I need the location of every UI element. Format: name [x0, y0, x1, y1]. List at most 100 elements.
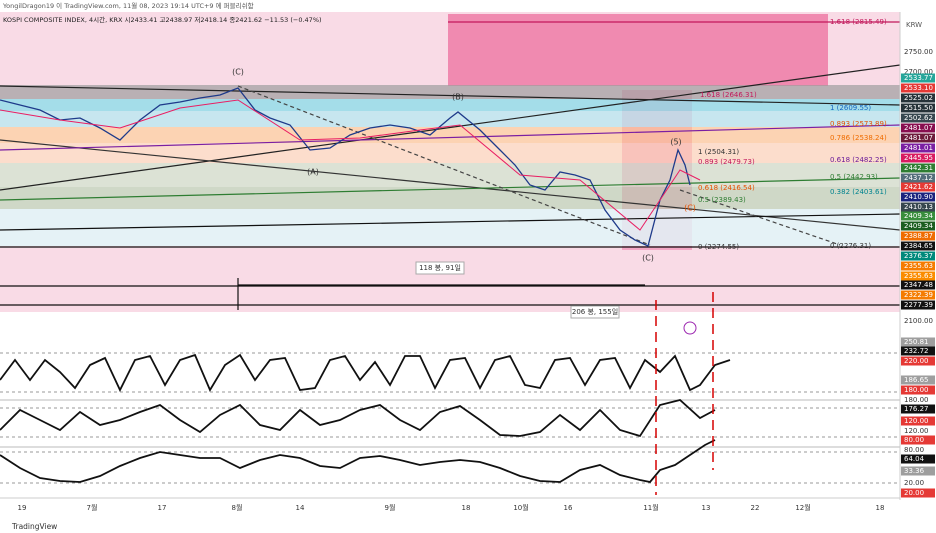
- osc-axis-label: 180.00: [904, 396, 929, 404]
- osc-axis-label: 176.27: [904, 405, 929, 413]
- band: [0, 127, 900, 143]
- currency: KRW: [906, 21, 922, 29]
- price-axis-badge: [901, 300, 935, 310]
- price-axis-label: 2409.34: [904, 212, 933, 220]
- time-tick-label: 14: [296, 504, 305, 512]
- price-axis-label: 2442.31: [904, 164, 933, 172]
- price-axis-label: 2515.50: [904, 104, 933, 112]
- range-box: [415, 261, 465, 275]
- wave-label: (C): [642, 254, 654, 263]
- fib-label: 0 (2276.31): [830, 242, 871, 250]
- osc-axis-label: 220.00: [904, 357, 929, 365]
- time-tick-label: 7월: [87, 503, 98, 512]
- price-axis-label: 2481.07: [904, 124, 933, 132]
- price-axis-badge: [901, 73, 935, 83]
- price-line: [0, 87, 691, 247]
- oscillator-3: [0, 439, 716, 483]
- osc-axis-badge: [901, 385, 935, 395]
- time-tick-label: 10월: [513, 503, 528, 512]
- price-axis-label: 2421.62: [904, 183, 933, 191]
- band: [0, 163, 900, 187]
- price-axis-badge: [901, 211, 935, 221]
- price-axis-badge: [901, 93, 935, 103]
- fib-label: 0.618 (2416.54): [698, 184, 755, 192]
- time-tick-label: 22: [751, 504, 760, 512]
- osc-axis-label: 186.65: [904, 376, 929, 384]
- price-axis-badge: [901, 182, 935, 192]
- time-tick-label: 12월: [795, 503, 810, 512]
- fib-label: 0.893 (2573.89): [830, 120, 887, 128]
- alert-icon: [683, 321, 697, 335]
- time-tick-label: 9월: [385, 503, 396, 512]
- price-axis-badge: [901, 173, 935, 183]
- price-axis-badge: [901, 113, 935, 123]
- price-axis-label: 2355.63: [904, 272, 933, 280]
- price-axis-badge: [901, 241, 935, 251]
- price-axis-label: 2388.87: [904, 232, 933, 240]
- time-tick-label: 19: [18, 504, 27, 512]
- price-axis-badge: [901, 133, 935, 143]
- osc-axis-label: 20.00: [904, 489, 924, 497]
- time-tick-label: 17: [158, 504, 167, 512]
- price-axis-badge: [901, 192, 935, 202]
- price-axis-badge: [901, 290, 935, 300]
- band: [0, 143, 900, 163]
- price-axis-badge: [901, 271, 935, 281]
- osc-axis-badge: [901, 435, 935, 445]
- price-axis-badge: [901, 163, 935, 173]
- price-axis-label: 2533.77: [904, 74, 933, 82]
- wave-label: (B): [452, 93, 464, 102]
- price-axis-label: 2409.34: [904, 222, 933, 230]
- price-axis-label: 2445.95: [904, 154, 933, 162]
- price-axis-label: 2437.12: [904, 174, 933, 182]
- price-axis-label: 2355.63: [904, 262, 933, 270]
- price-axis-label: 2277.39: [904, 301, 933, 309]
- footer-brand: TradingView: [11, 522, 57, 531]
- price-axis-badge: [901, 153, 935, 163]
- price-axis-badge: [901, 221, 935, 231]
- ma-line: [0, 99, 701, 231]
- osc-axis-badge: [901, 346, 935, 356]
- time-tick-label: 18: [462, 504, 471, 512]
- wave-label: (A): [307, 168, 319, 177]
- price-axis-label: 2481.01: [904, 144, 933, 152]
- fib-label: 1.618 (2646.31): [700, 91, 757, 99]
- range-label: 118 봉, 91일: [419, 263, 461, 272]
- publisher-line: YongilDragon19 이 TradingView.com, 11월 08…: [2, 1, 254, 10]
- fib-label: 0.5 (2442.93): [830, 173, 878, 181]
- osc-axis-label: 180.00: [904, 386, 929, 394]
- fib-label: 0.786 (2538.24): [830, 134, 887, 142]
- price-axis-label: 2525.02: [904, 94, 933, 102]
- price-axis-label: 2410.90: [904, 193, 933, 201]
- osc-axis-label: 33.36: [904, 467, 925, 475]
- osc-axis-badge: [901, 375, 935, 385]
- fib-label: 0.382 (2403.61): [830, 188, 887, 196]
- osc-axis-badge: [901, 404, 935, 414]
- band: [0, 85, 900, 99]
- price-axis-label: 2481.07: [904, 134, 933, 142]
- time-tick-label: 8월: [232, 503, 243, 512]
- wave-label: (C): [232, 68, 244, 77]
- wave-label: (C): [684, 204, 696, 213]
- price-axis-badge: [901, 231, 935, 241]
- price-axis-label: 2347.48: [904, 281, 933, 289]
- time-tick-label: 16: [564, 504, 573, 512]
- price-axis-label: 2533.10: [904, 84, 933, 92]
- trend-lines: [0, 21, 901, 310]
- osc-axis-badge: [901, 488, 935, 498]
- fib-label: 0.618 (2482.25): [830, 156, 887, 164]
- price-axis-badge: [901, 202, 935, 212]
- oscillator-2: [0, 399, 716, 438]
- fib-label: 0 (2274.55): [698, 243, 739, 251]
- fib-label: 1 (2609.55): [830, 104, 871, 112]
- price-axis-badge: [901, 123, 935, 133]
- oscillator-grid: [0, 352, 936, 499]
- fib-label: 1 (2504.31): [698, 148, 739, 156]
- osc-axis-label: 64.04: [904, 455, 925, 463]
- price-axis-badge: [901, 280, 935, 290]
- band: [0, 99, 900, 111]
- osc-axis-badge: [901, 416, 935, 426]
- price-axis-label: 2376.37: [904, 252, 933, 260]
